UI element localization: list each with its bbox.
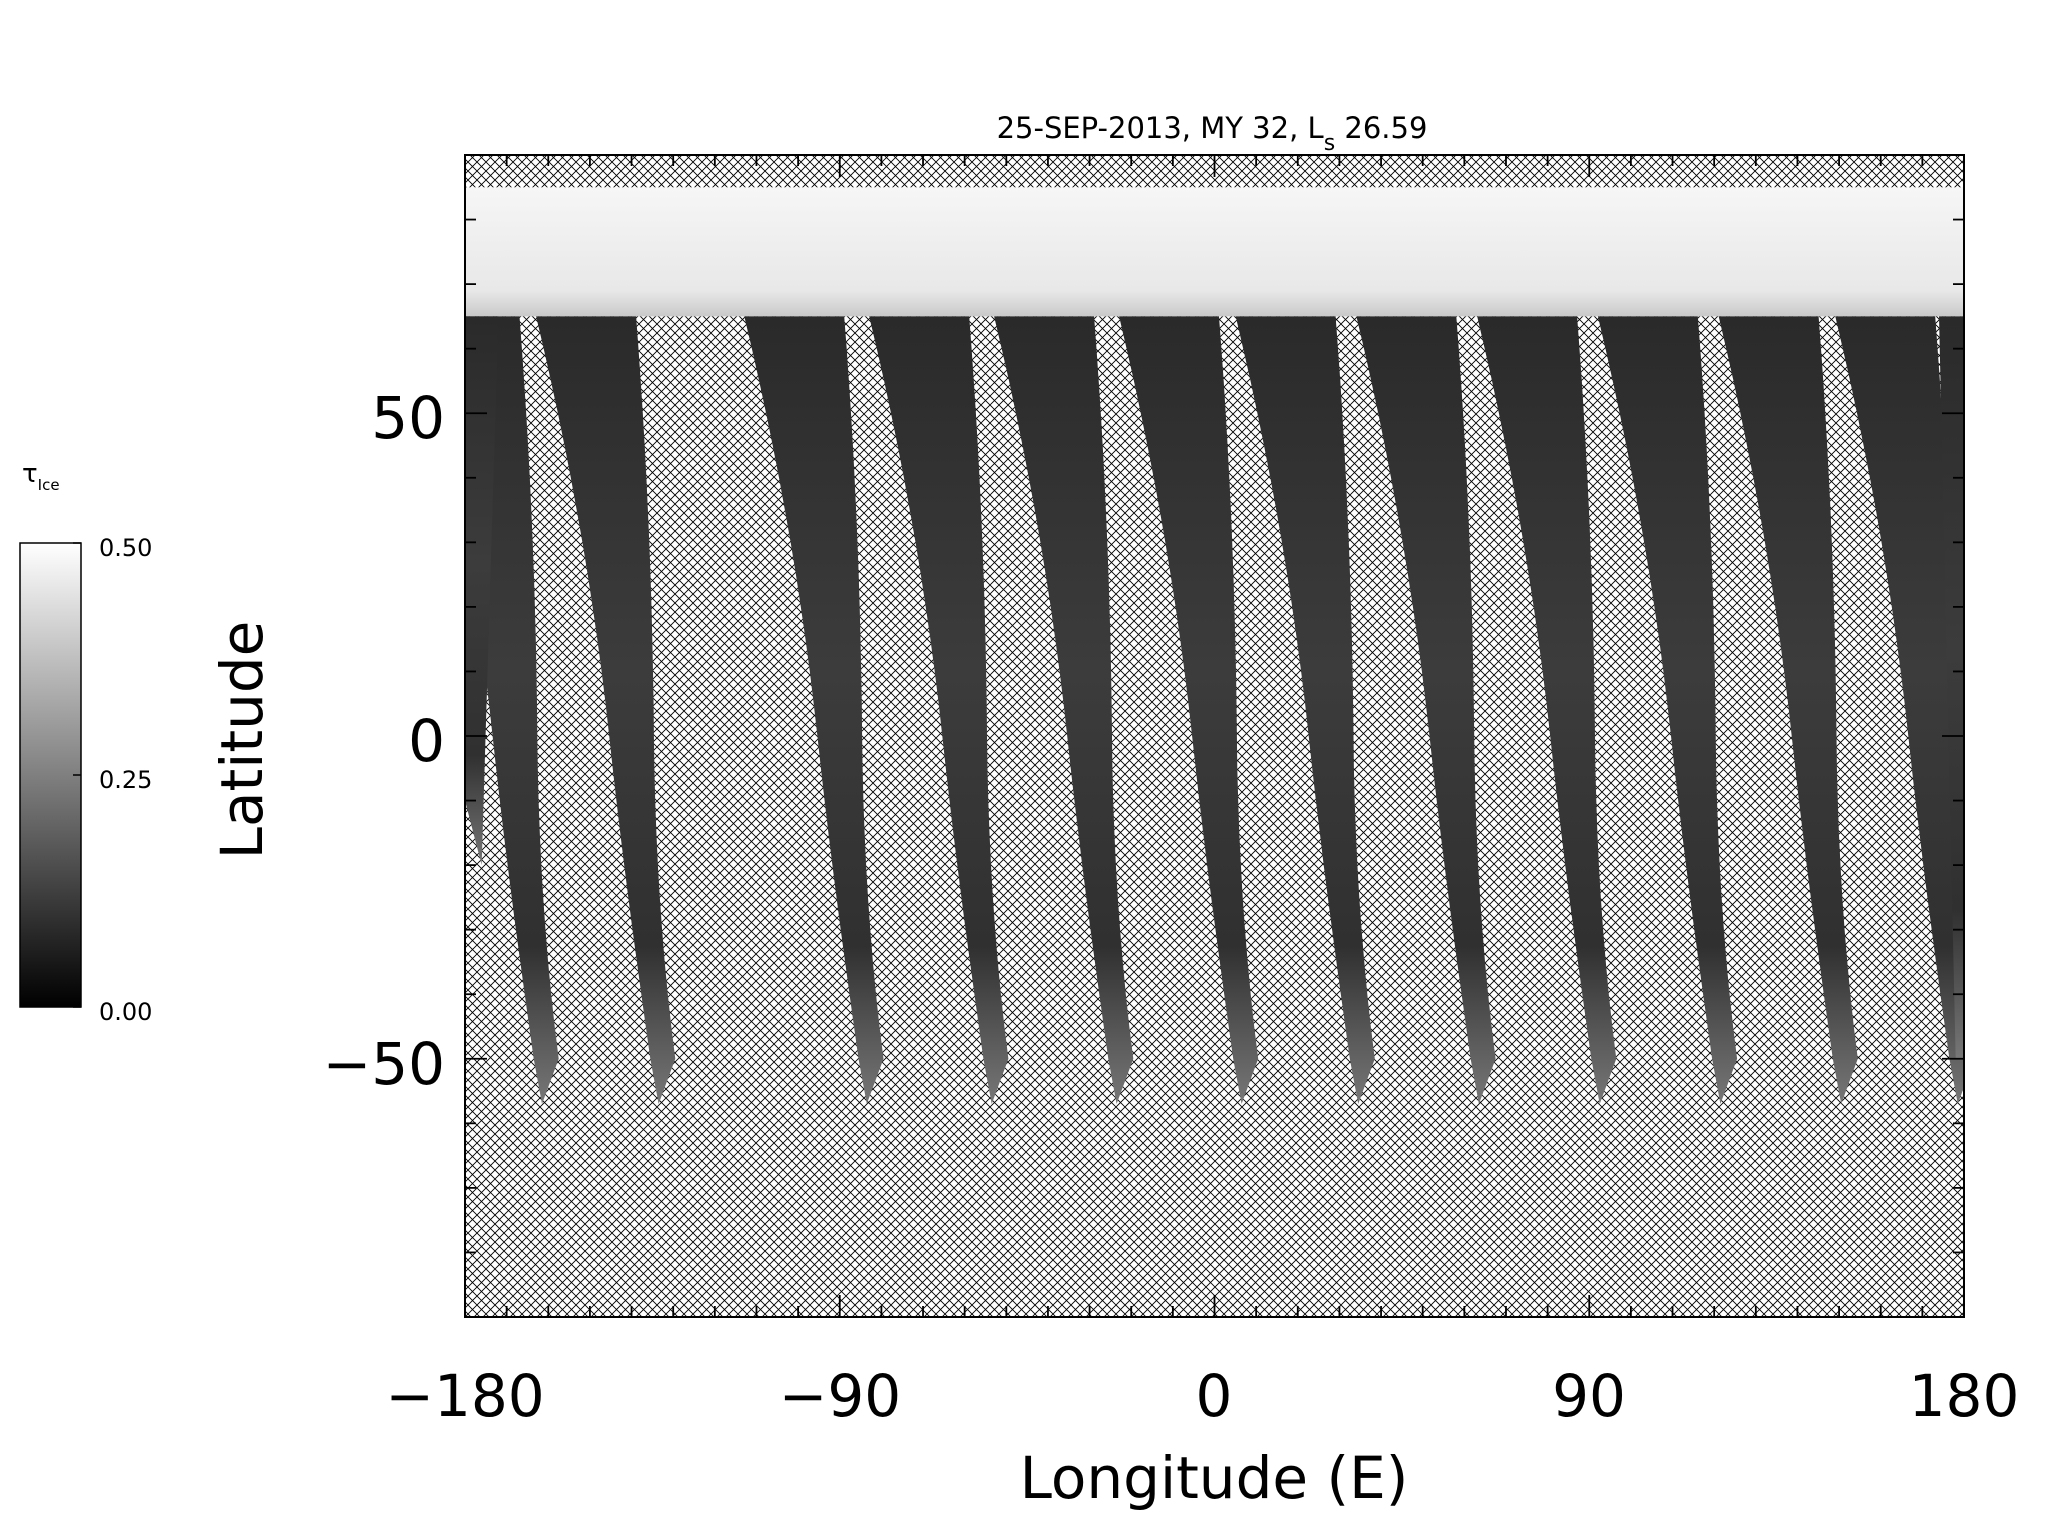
y-tick-label-0: 0	[408, 707, 445, 775]
x-axis-label: Longitude (E)	[1020, 1444, 1409, 1512]
ice-opacity-swath	[1119, 316, 1259, 1104]
title-value: 26.59	[1335, 111, 1427, 145]
colorbar-tick-label-mid: 0.25	[99, 766, 152, 794]
colorbar-ticks	[73, 542, 81, 1008]
y-tick-labels: −50 0 50	[323, 384, 445, 1098]
north-polar-cap-band	[465, 187, 1964, 317]
y-tick-label-50: 50	[371, 384, 445, 452]
colorbar-tick-label-max: 0.50	[99, 534, 152, 562]
ice-opacity-swath	[1835, 316, 1964, 1104]
x-tick-label-0: 0	[1196, 1362, 1233, 1430]
ice-opacity-swath	[536, 316, 676, 1104]
ice-opacity-swath	[1597, 316, 1738, 1104]
x-tick-label-neg90: −90	[779, 1362, 901, 1430]
ice-opacity-swath	[1235, 316, 1375, 1104]
y-tick-label-neg50: −50	[323, 1030, 445, 1098]
ice-opacity-swath	[1718, 316, 1858, 1104]
x-tick-labels: −180 −90 0 90 180	[385, 1362, 2019, 1430]
title-subscript: s	[1324, 131, 1335, 156]
ice-opacity-swaths	[465, 187, 1964, 1104]
colorbar-label-symbol: τ	[22, 459, 38, 489]
ice-opacity-swath	[744, 316, 884, 1104]
figure-title: 25-SEP-2013, MY 32, Ls 26.59	[997, 111, 1428, 156]
ice-opacity-swath	[1939, 316, 1964, 1059]
colorbar-label-subscript: Ice	[38, 476, 60, 494]
map-plot-area	[464, 154, 1965, 1318]
ice-opacity-swath	[465, 316, 499, 866]
x-tick-label-neg180: −180	[385, 1362, 544, 1430]
colorbar-tick-label-min: 0.00	[99, 998, 152, 1026]
title-main: 25-SEP-2013, MY 32, L	[997, 111, 1324, 145]
axis-ticks	[464, 155, 1965, 1317]
colorbar-label: τIce	[22, 459, 60, 494]
x-tick-label-90: 90	[1552, 1362, 1626, 1430]
colorbar: τIce 0.50 0.25 0.00	[19, 459, 152, 1026]
colorbar-gradient	[19, 542, 82, 1008]
ice-opacity-swath	[869, 316, 1009, 1104]
y-axis-label: Latitude	[208, 621, 276, 860]
ice-opacity-swath	[1356, 316, 1496, 1104]
ice-opacity-swath	[1477, 316, 1617, 1104]
x-tick-label-180: 180	[1909, 1362, 2020, 1430]
ice-opacity-swath	[994, 316, 1134, 1104]
